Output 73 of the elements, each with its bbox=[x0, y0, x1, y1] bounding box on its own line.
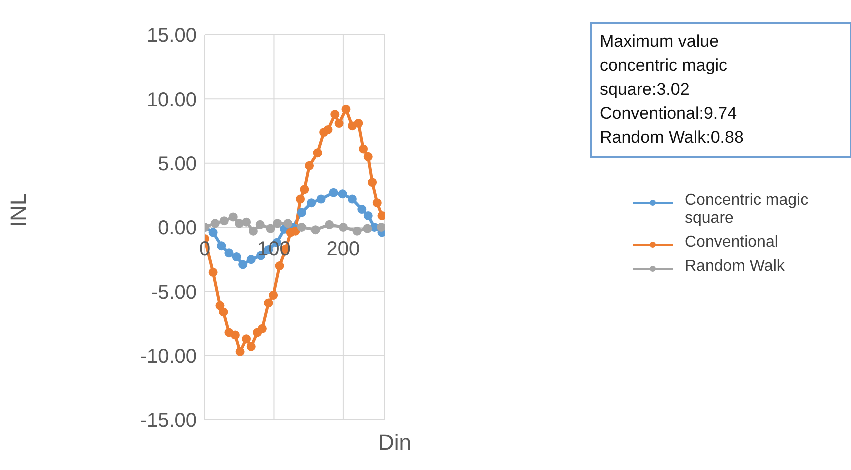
point bbox=[359, 144, 368, 154]
y-tick-label: 5.00 bbox=[158, 153, 197, 176]
y-tick-label: 10.00 bbox=[146, 89, 197, 112]
point bbox=[256, 220, 265, 230]
point bbox=[300, 185, 310, 194]
point bbox=[307, 198, 316, 208]
point bbox=[236, 347, 245, 356]
point bbox=[364, 211, 373, 220]
point bbox=[324, 125, 333, 134]
legend-label: Concentric magic square bbox=[685, 192, 810, 228]
point bbox=[275, 262, 284, 270]
point bbox=[235, 219, 244, 228]
point bbox=[372, 198, 382, 208]
point bbox=[354, 119, 364, 128]
point bbox=[242, 218, 252, 227]
point bbox=[230, 330, 240, 340]
point bbox=[208, 268, 218, 277]
point bbox=[217, 242, 226, 251]
legend-label: Conventional bbox=[685, 234, 780, 252]
point bbox=[316, 194, 326, 204]
point bbox=[296, 194, 306, 204]
point bbox=[297, 208, 306, 218]
point bbox=[208, 228, 218, 238]
x-axis-title: Din bbox=[378, 430, 412, 455]
point bbox=[313, 148, 322, 158]
y-axis-title: INL bbox=[6, 193, 31, 228]
legend-label: Random Walk bbox=[685, 258, 786, 276]
point bbox=[348, 194, 357, 204]
point bbox=[220, 216, 229, 226]
point bbox=[364, 152, 373, 162]
y-tick-label: 0.00 bbox=[158, 218, 197, 240]
point bbox=[348, 122, 357, 131]
point bbox=[216, 301, 225, 310]
point bbox=[358, 205, 367, 214]
point bbox=[368, 178, 378, 188]
point bbox=[338, 223, 348, 232]
point bbox=[248, 226, 258, 236]
point bbox=[224, 328, 234, 338]
point bbox=[329, 188, 338, 198]
point bbox=[305, 161, 314, 170]
point bbox=[246, 255, 256, 264]
point bbox=[266, 224, 276, 234]
point bbox=[269, 291, 278, 300]
point bbox=[264, 298, 274, 308]
point bbox=[334, 119, 344, 128]
point bbox=[291, 226, 300, 236]
point bbox=[273, 219, 282, 228]
point bbox=[297, 223, 306, 232]
x-tick-label: 100 bbox=[258, 238, 291, 260]
point bbox=[232, 252, 242, 262]
point bbox=[363, 224, 372, 234]
point bbox=[219, 308, 228, 317]
text: Maximum value concentric magic square:3.02 Conventional:9.74 Random Walk:0.88 bbox=[590, 22, 851, 158]
point bbox=[238, 260, 248, 270]
point bbox=[246, 342, 256, 352]
y-tick-label: -5.00 bbox=[151, 282, 197, 304]
y-tick-label: -15.00 bbox=[140, 410, 197, 432]
point bbox=[311, 226, 320, 235]
point bbox=[338, 190, 348, 199]
x-tick-label: 200 bbox=[326, 238, 360, 260]
point bbox=[352, 226, 362, 236]
y-tick-label: -10.00 bbox=[140, 346, 197, 368]
point bbox=[325, 220, 334, 230]
point bbox=[228, 212, 238, 222]
point bbox=[342, 104, 351, 114]
point bbox=[210, 219, 220, 228]
point bbox=[377, 223, 385, 232]
y-tick-label: 15.00 bbox=[146, 25, 197, 48]
point bbox=[258, 324, 267, 334]
point bbox=[242, 334, 252, 344]
point bbox=[284, 219, 293, 228]
point bbox=[330, 110, 340, 120]
point bbox=[224, 248, 234, 258]
